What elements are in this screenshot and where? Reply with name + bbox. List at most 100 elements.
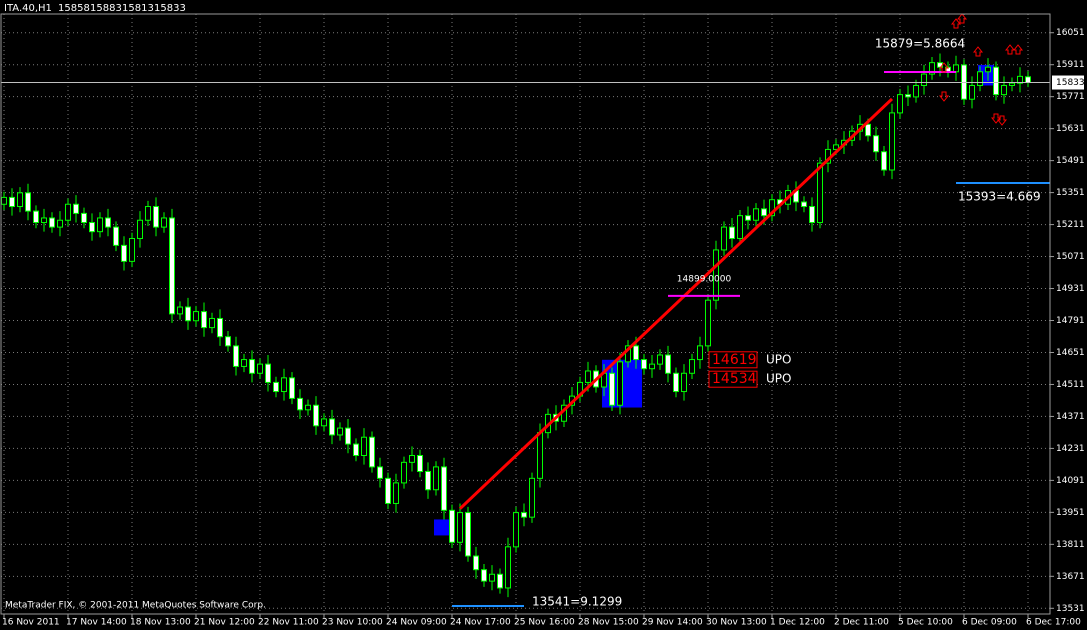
candle-body: [817, 162, 823, 224]
fractal-arrows: [938, 13, 1024, 126]
candle-body: [449, 509, 455, 543]
candle-body: [417, 454, 423, 472]
candle-body: [625, 345, 631, 363]
candle-body: [985, 66, 991, 73]
x-tick-label: 25 Nov 16:00: [514, 618, 575, 628]
candle-body: [281, 377, 287, 393]
current-price-label: 15833: [1056, 78, 1085, 88]
signal-price: 14534: [712, 371, 757, 387]
candle-body: [497, 573, 503, 589]
candle-body: [33, 210, 39, 224]
x-tick-label: 24 Nov 17:00: [450, 618, 511, 628]
y-tick-label: 13811: [1056, 540, 1085, 550]
candle-body: [809, 206, 815, 224]
x-tick-label: 24 Nov 09:00: [386, 618, 447, 628]
candle-body: [65, 203, 71, 221]
candle-body: [913, 84, 919, 98]
candle-body: [769, 199, 775, 217]
candle-body: [153, 206, 159, 228]
x-tick-label: 6 Dec 09:00: [962, 618, 1017, 628]
arrow-up: [972, 46, 984, 57]
arrow-up: [1004, 44, 1016, 55]
candle-body: [1001, 84, 1007, 96]
x-tick-label: 21 Nov 12:00: [194, 618, 255, 628]
candle-body: [753, 208, 759, 221]
candle-body: [969, 84, 975, 100]
candle-body: [681, 372, 687, 393]
chart-title: ITA.40,H1: [4, 3, 52, 14]
y-tick-label: 14231: [1056, 444, 1085, 454]
candle-body: [329, 418, 335, 436]
candle-body: [657, 354, 663, 365]
candle-body: [297, 397, 303, 411]
candle-body: [473, 555, 479, 571]
arrow-up: [1012, 44, 1024, 55]
candle-body: [49, 217, 55, 228]
candle-body: [121, 244, 127, 262]
candle-body: [377, 466, 383, 479]
candle-body: [257, 363, 263, 374]
y-tick-label: 14091: [1056, 476, 1085, 486]
candle-body: [713, 249, 719, 301]
candle-body: [177, 306, 183, 315]
candle-body: [113, 226, 119, 246]
header-close: 15833: [154, 3, 186, 14]
x-tick-label: 17 Nov 14:00: [66, 618, 127, 628]
candle-body: [361, 436, 367, 456]
candle-body: [313, 404, 319, 427]
candle-body: [353, 443, 359, 456]
candle-body: [833, 144, 839, 150]
candle-body: [521, 512, 527, 518]
y-tick-label: 16051: [1056, 28, 1085, 38]
candle-body: [105, 217, 111, 228]
level-label: 15393=4.669: [958, 190, 1041, 204]
candle-body: [73, 203, 79, 214]
candle-body: [489, 573, 495, 582]
signal-box: [708, 370, 758, 388]
candle-body: [265, 363, 271, 383]
signal-box: [708, 351, 758, 369]
candle-body: [881, 151, 887, 171]
candle-body: [673, 372, 679, 393]
candle-body: [697, 345, 703, 361]
candle-body: [801, 201, 807, 208]
x-tick-label: 2 Dec 11:00: [834, 618, 889, 628]
candle-body: [921, 73, 927, 86]
y-tick-label: 14931: [1056, 284, 1085, 294]
candle-body: [1017, 75, 1023, 84]
candle-body: [585, 370, 591, 383]
level-label: 15879=5.8664: [875, 37, 965, 51]
candle-body: [201, 311, 207, 329]
level-label: 14899.0000: [677, 274, 732, 284]
candle-body: [401, 461, 407, 484]
candle-body: [249, 359, 255, 374]
x-tick-label: 22 Nov 11:00: [258, 618, 319, 628]
y-tick-label: 15491: [1056, 156, 1085, 166]
candle-body: [705, 299, 711, 347]
arrow-up: [950, 18, 962, 29]
level-label: 13541=9.1299: [532, 595, 622, 609]
x-tick-label: 6 Dec 17:00: [1026, 618, 1081, 628]
candle-body: [457, 512, 463, 543]
candle-body: [185, 306, 191, 322]
x-tick-label: 5 Dec 10:00: [898, 618, 953, 628]
x-tick-label: 18 Nov 13:00: [130, 618, 191, 628]
candle-body: [609, 372, 615, 406]
y-tick-label: 15631: [1056, 124, 1085, 134]
arrow-down: [996, 115, 1008, 126]
candle-body: [337, 427, 343, 436]
candle-body: [321, 418, 327, 427]
candle-body: [633, 345, 639, 361]
candle-body: [761, 208, 767, 217]
candle-body: [873, 135, 879, 153]
y-tick-label: 15071: [1056, 252, 1085, 262]
header-high: 15883: [90, 3, 122, 14]
x-tick-label: 29 Nov 14:00: [642, 618, 703, 628]
candle-body: [953, 64, 959, 73]
x-tick-label: 16 Nov 2011: [2, 618, 60, 628]
overlay: 15879=5.8664 14899.0000 13541=9.1299 15393=…: [1, 37, 1050, 609]
candle-body: [193, 311, 199, 322]
header-low: 15813: [122, 3, 154, 14]
candle-body: [217, 317, 223, 338]
